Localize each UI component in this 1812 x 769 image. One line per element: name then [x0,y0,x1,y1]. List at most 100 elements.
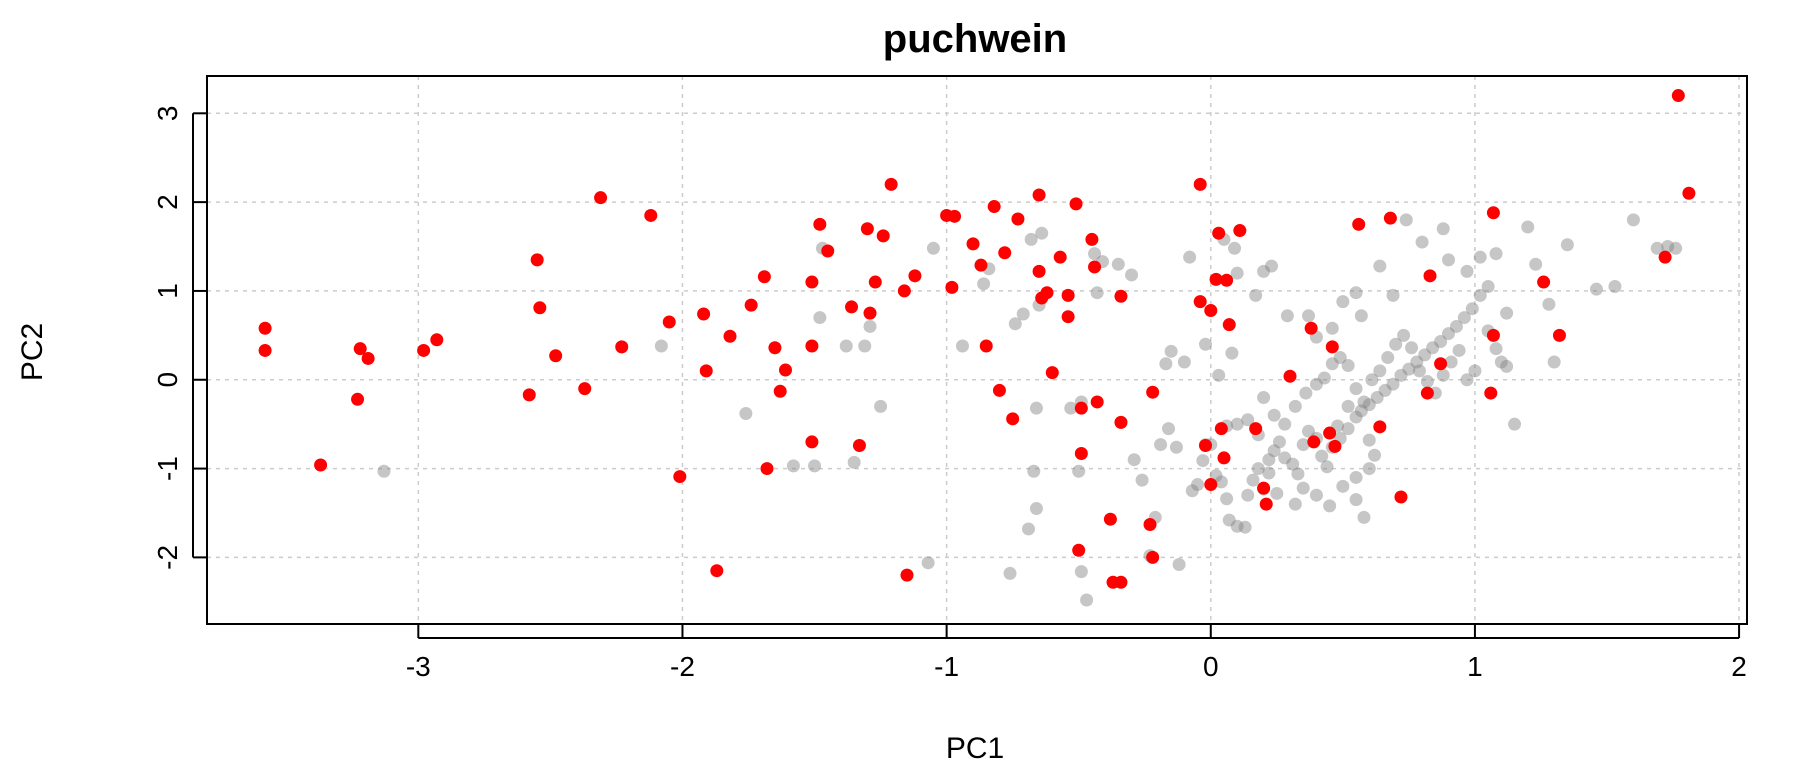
scatter-point-gray [1336,479,1350,493]
y-axis-label: PC2 [16,323,49,381]
x-tick-label: -2 [670,651,695,682]
scatter-point-red [1486,206,1500,220]
scatter-point-gray [1262,466,1276,480]
x-axis: -3 -2 -1 0 1 2 [406,624,1747,682]
scatter-point-gray [1405,341,1419,355]
scatter-point-gray [1333,351,1347,365]
scatter-point-red [1233,224,1247,238]
scatter-point-gray [1088,247,1102,261]
scatter-point-gray [1125,268,1139,282]
scatter-point-red [1328,439,1342,453]
scatter-point-gray [1669,241,1683,255]
scatter-point-gray [1299,386,1313,400]
scatter-point-gray [1402,362,1416,376]
scatter-point-gray [1164,344,1178,358]
scatter-point-red [1222,318,1236,332]
scatter-point-gray [1420,375,1434,389]
scatter-point-gray [926,241,940,255]
scatter-point-red [1204,303,1218,317]
scatter-point-gray [1415,235,1429,249]
scatter-point-gray [1212,368,1226,382]
scatter-point-red [813,217,827,231]
scatter-point-red [966,237,980,251]
scatter-point-gray [1452,343,1466,357]
scatter-point-red [987,200,1001,214]
scatter-point-gray [1325,357,1339,371]
scatter-point-gray [1468,364,1482,378]
scatter-point-gray [1542,297,1556,311]
scatter-point-gray [1373,364,1387,378]
scatter-point-gray [654,339,668,353]
scatter-point-red [805,435,819,449]
scatter-point-red [1423,269,1437,283]
scatter-point-red [974,258,988,272]
scatter-point-red [1074,401,1088,415]
scatter-point-gray [1198,337,1212,351]
scatter-point-gray [1214,475,1228,489]
scatter-point-gray [1090,286,1104,300]
scatter-point-red [884,177,898,191]
scatter-point-red [1090,395,1104,409]
scatter-point-red [1032,264,1046,278]
scatter-point-red [1114,289,1128,303]
scatter-point-red [1193,177,1207,191]
scatter-point-red [821,244,835,258]
x-axis-label: PC1 [946,732,1004,765]
scatter-point-red [1114,575,1128,589]
scatter-point-gray [1381,351,1395,365]
scatter-point-red [1011,212,1025,226]
scatter-point-red [1307,435,1321,449]
scatter-point-red [1217,451,1231,465]
scatter-point-gray [1449,319,1463,333]
scatter-point-red [1146,550,1160,564]
scatter-point-red [615,340,629,354]
scatter-point-gray [1286,457,1300,471]
scatter-point-gray [1389,337,1403,351]
y-tick-label: -1 [152,456,183,481]
scatter-point-red [852,438,866,452]
scatter-point-red [945,280,959,294]
scatter-point-red [1257,481,1271,495]
scatter-point-gray [1288,497,1302,511]
scatter-point-red [1146,385,1160,399]
y-tick-label: 1 [152,283,183,299]
scatter-point-gray [1278,417,1292,431]
scatter-point-gray [1362,398,1376,412]
scatter-point-gray [1251,462,1265,476]
chart-title: puchwein [883,17,1067,61]
scatter-point-red [768,341,782,355]
x-tick-label: 2 [1731,651,1747,682]
scatter-point-gray [1357,510,1371,524]
scatter-point-gray [1228,241,1242,255]
scatter-point-gray [1481,279,1495,293]
scatter-point-gray [1354,309,1368,323]
scatter-point-gray [1608,279,1622,293]
scatter-point-red [1074,446,1088,460]
scatter-point-gray [1460,373,1474,387]
scatter-point-red [1212,226,1226,240]
scatter-point-red [1006,412,1020,426]
scatter-point-gray [1397,328,1411,342]
scatter-point-red [1304,321,1318,335]
scatter-point-red [1537,275,1551,289]
scatter-point-gray [1354,404,1368,418]
scatter-point-gray [1386,288,1400,302]
scatter-point-red [697,307,711,321]
scatter-point-gray [813,311,827,325]
scatter-point-red [868,275,882,289]
scatter-point-gray [1589,282,1603,296]
scatter-point-gray [1296,481,1310,495]
scatter-point-red [644,208,658,222]
scatter-point-gray [1473,250,1487,264]
scatter-point-gray [786,459,800,473]
scatter-point-gray [874,399,888,413]
scatter-point-gray [1473,288,1487,302]
scatter-point-red [1552,328,1566,342]
scatter-point-red [1143,518,1157,532]
scatter-point-gray [1320,460,1334,474]
scatter-point-gray [1169,440,1183,454]
scatter-point-red [430,333,444,347]
scatter-point-gray [1434,335,1448,349]
scatter-point-gray [1022,522,1036,536]
scatter-point-gray [1436,222,1450,236]
